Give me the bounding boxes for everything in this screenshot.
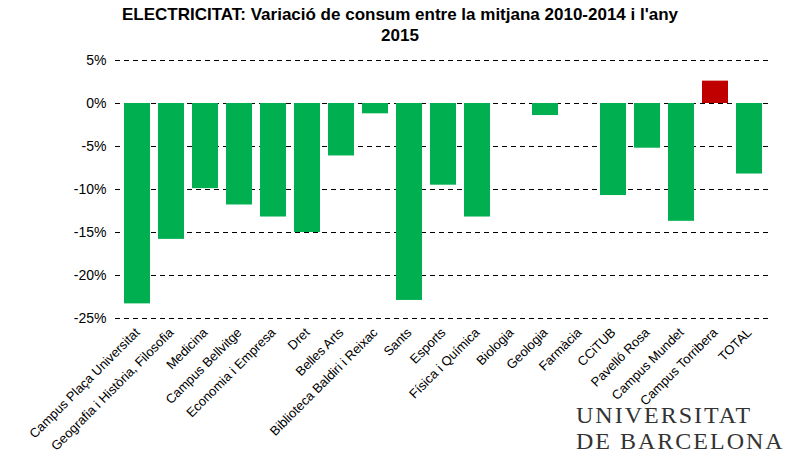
svg-text:CCiTUB: CCiTUB xyxy=(574,324,619,370)
svg-text:Física i Química: Física i Química xyxy=(406,324,483,401)
svg-text:Belles Arts: Belles Arts xyxy=(292,324,347,379)
html-text:UNIVERSITAT DE BARCELONA: UNIVERSITAT DE BARCELONA xyxy=(576,402,785,454)
svg-text:Economia i Empresa: Economia i Empresa xyxy=(183,324,279,420)
svg-text:-5%: -5% xyxy=(82,138,107,154)
html-text:ELECTRICITAT: Variació de cons: ELECTRICITAT: Variació de consum entre l… xyxy=(121,5,678,45)
svg-text:Biologia: Biologia xyxy=(473,324,517,369)
svg-text:Biblioteca Baldiri i Reixac: Biblioteca Baldiri i Reixac xyxy=(267,324,381,438)
svg-text:Geologia: Geologia xyxy=(503,324,551,373)
svg-text:Pavelló Rosa: Pavelló Rosa xyxy=(587,324,653,390)
svg-text:-20%: -20% xyxy=(74,267,107,283)
svg-text:Esports: Esports xyxy=(406,324,449,367)
svg-text:0%: 0% xyxy=(86,95,106,111)
svg-text:Sants: Sants xyxy=(380,324,415,359)
svg-text:TOTAL: TOTAL xyxy=(715,325,754,364)
svg-text:Campus Bellvitge: Campus Bellvitge xyxy=(162,324,245,407)
svg-text:5%: 5% xyxy=(86,52,106,68)
svg-text:-10%: -10% xyxy=(74,181,107,197)
svg-text:Campus Torribera: Campus Torribera xyxy=(637,324,721,408)
svg-text:Campus Mundet: Campus Mundet xyxy=(608,324,687,403)
svg-text:-15%: -15% xyxy=(74,224,107,240)
svg-text:Geografia i Història, Filosofi: Geografia i Història, Filosofia xyxy=(48,324,177,453)
svg-text:-25%: -25% xyxy=(74,310,107,326)
svg-text:Campus Plaça Universitat: Campus Plaça Universitat xyxy=(26,324,143,442)
svg-text:Farmàcia: Farmàcia xyxy=(536,324,585,373)
svg-text:Dret: Dret xyxy=(285,325,313,353)
svg-text:Medicina: Medicina xyxy=(163,324,211,373)
